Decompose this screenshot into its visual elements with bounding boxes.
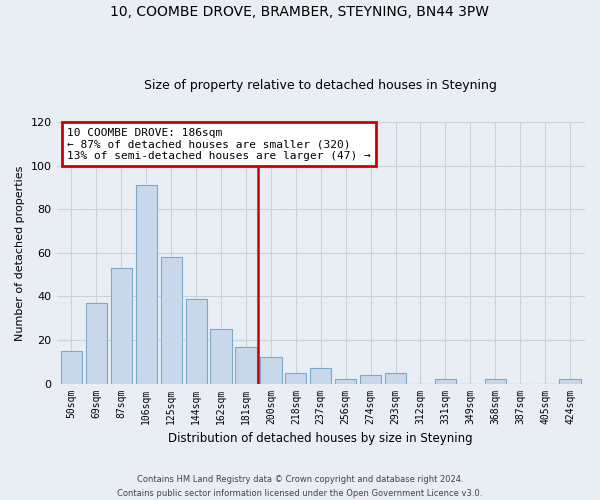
Text: 10, COOMBE DROVE, BRAMBER, STEYNING, BN44 3PW: 10, COOMBE DROVE, BRAMBER, STEYNING, BN4…	[110, 5, 490, 19]
Text: Contains HM Land Registry data © Crown copyright and database right 2024.
Contai: Contains HM Land Registry data © Crown c…	[118, 476, 482, 498]
Title: Size of property relative to detached houses in Steyning: Size of property relative to detached ho…	[145, 79, 497, 92]
X-axis label: Distribution of detached houses by size in Steyning: Distribution of detached houses by size …	[169, 432, 473, 445]
Y-axis label: Number of detached properties: Number of detached properties	[15, 166, 25, 340]
Bar	[335, 379, 356, 384]
Bar	[111, 268, 132, 384]
Bar	[310, 368, 331, 384]
Bar	[260, 358, 281, 384]
Text: 10 COOMBE DROVE: 186sqm
← 87% of detached houses are smaller (320)
13% of semi-d: 10 COOMBE DROVE: 186sqm ← 87% of detache…	[67, 128, 371, 161]
Bar	[485, 379, 506, 384]
Bar	[86, 303, 107, 384]
Bar	[61, 351, 82, 384]
Bar	[435, 379, 456, 384]
Bar	[360, 375, 381, 384]
Bar	[385, 372, 406, 384]
Bar	[136, 186, 157, 384]
Bar	[161, 258, 182, 384]
Bar	[235, 346, 257, 384]
Bar	[559, 379, 581, 384]
Bar	[211, 329, 232, 384]
Bar	[185, 298, 207, 384]
Bar	[285, 372, 307, 384]
